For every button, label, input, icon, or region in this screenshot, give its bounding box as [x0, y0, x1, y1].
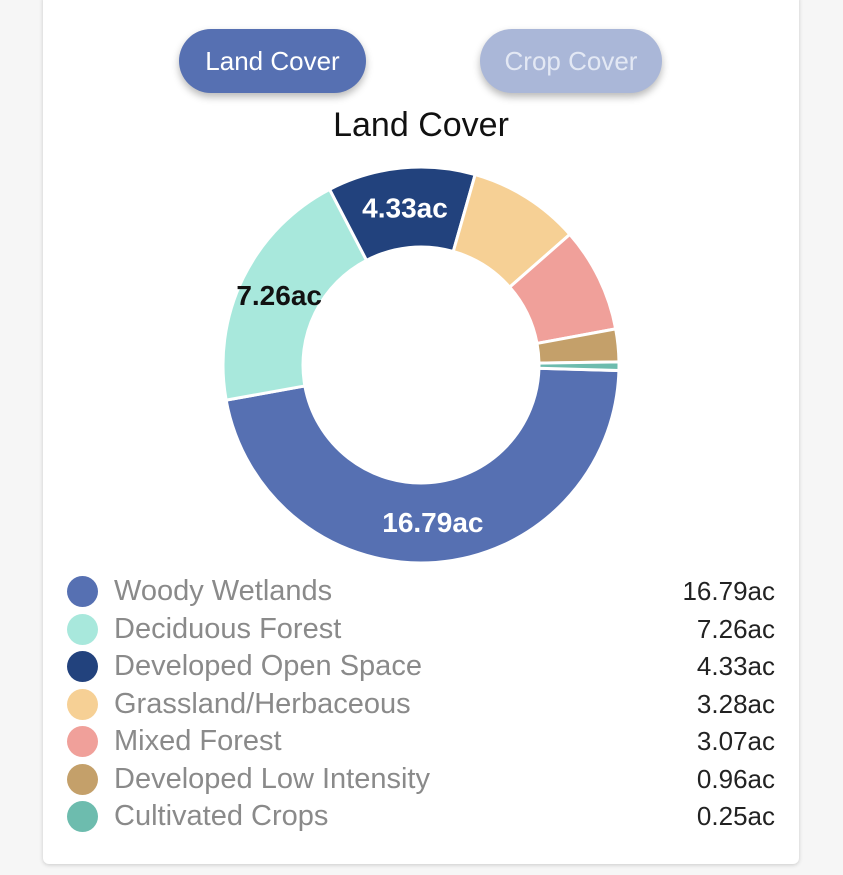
- crop-cover-tab-button[interactable]: Crop Cover: [480, 29, 662, 93]
- legend-swatch: [67, 613, 98, 645]
- legend-label: Grassland/Herbaceous: [114, 687, 411, 720]
- land-cover-tab-button[interactable]: Land Cover: [179, 29, 366, 93]
- legend-swatch: [67, 801, 98, 833]
- legend-item[interactable]: Mixed Forest 3.07ac: [65, 723, 779, 761]
- slice-data-label: 16.79ac: [382, 507, 483, 538]
- legend-swatch: [67, 576, 98, 608]
- legend-value: 0.25ac: [696, 801, 775, 832]
- legend-label: Mixed Forest: [114, 725, 282, 758]
- donut-slice-woody-wetlands[interactable]: [224, 366, 621, 565]
- legend-value: 3.07ac: [696, 726, 775, 757]
- legend-value: 16.79ac: [682, 576, 775, 607]
- slice-data-label: 7.26ac: [236, 280, 322, 311]
- legend-swatch: [67, 688, 98, 720]
- legend-label: Woody Wetlands: [114, 575, 333, 608]
- legend-label: Developed Open Space: [114, 650, 422, 683]
- chart-legend: Woody Wetlands 16.79ac Deciduous Forest 7.2…: [65, 573, 779, 836]
- legend-swatch: [67, 763, 98, 795]
- legend-item[interactable]: Developed Open Space 4.33ac: [65, 648, 779, 686]
- legend-item[interactable]: Developed Low Intensity 0.96ac: [65, 761, 779, 799]
- donut-chart: 16.79ac 7.26ac 4.33ac: [221, 165, 621, 565]
- legend-value: 3.28ac: [696, 688, 775, 719]
- legend-label: Developed Low Intensity: [114, 762, 430, 795]
- legend-item[interactable]: Grassland/Herbaceous 3.28ac: [65, 686, 779, 724]
- donut-slice-deciduous-forest[interactable]: [221, 187, 369, 402]
- legend-value: 0.96ac: [696, 763, 775, 794]
- legend-swatch: [67, 651, 98, 683]
- legend-item[interactable]: Cultivated Crops 0.25ac: [65, 798, 779, 836]
- donut-slice-cultivated-crops[interactable]: [537, 360, 621, 373]
- legend-item[interactable]: Woody Wetlands 16.79ac: [65, 573, 779, 611]
- legend-item[interactable]: Deciduous Forest 7.26ac: [65, 611, 779, 649]
- legend-label: Cultivated Crops: [114, 800, 329, 833]
- legend-label: Deciduous Forest: [114, 612, 342, 645]
- slice-data-label: 4.33ac: [362, 192, 448, 223]
- legend-swatch: [67, 726, 98, 758]
- legend-value: 7.26ac: [696, 613, 775, 644]
- legend-value: 4.33ac: [696, 651, 775, 682]
- land-cover-card: Land Cover Crop Cover Land Cover 16.79ac…: [43, 0, 799, 864]
- chart-title: Land Cover: [333, 106, 509, 144]
